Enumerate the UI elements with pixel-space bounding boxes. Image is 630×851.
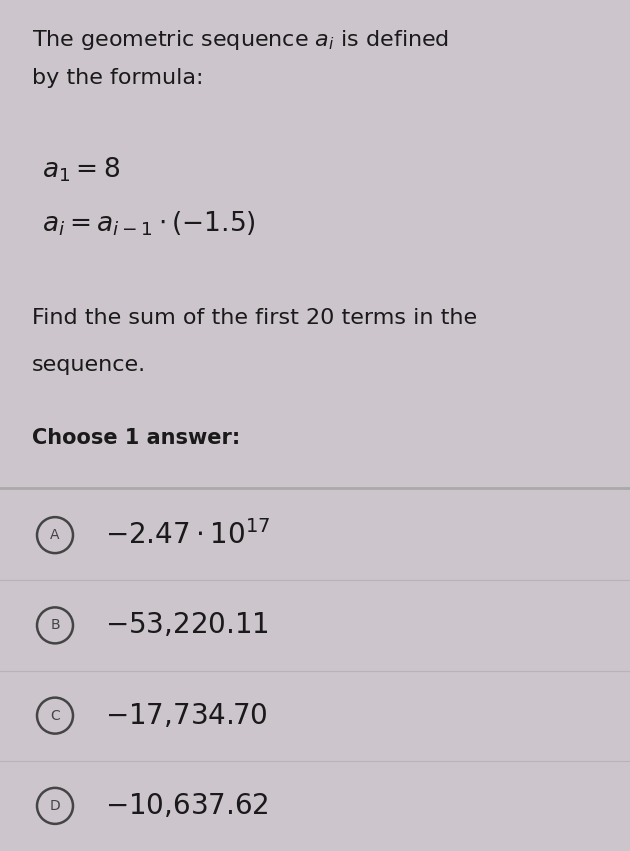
Text: C: C: [50, 709, 60, 722]
Text: A: A: [50, 528, 60, 542]
Text: $-17{,}734.70$: $-17{,}734.70$: [105, 701, 268, 729]
Text: $-10{,}637.62$: $-10{,}637.62$: [105, 792, 269, 820]
Text: The geometric sequence $a_i$ is defined: The geometric sequence $a_i$ is defined: [32, 28, 449, 52]
Text: $a_i = a_{i-1} \cdot (-1.5)$: $a_i = a_{i-1} \cdot (-1.5)$: [42, 210, 256, 238]
Text: Choose 1 answer:: Choose 1 answer:: [32, 428, 240, 448]
Text: $-53{,}220.11$: $-53{,}220.11$: [105, 611, 269, 639]
Text: $-2.47 \cdot 10^{17}$: $-2.47 \cdot 10^{17}$: [105, 520, 270, 550]
Text: sequence.: sequence.: [32, 355, 146, 375]
Text: by the formula:: by the formula:: [32, 68, 203, 88]
Text: Find the sum of the first 20 terms in the: Find the sum of the first 20 terms in th…: [32, 308, 477, 328]
Text: D: D: [50, 799, 60, 813]
Text: $a_1 = 8$: $a_1 = 8$: [42, 155, 120, 184]
Text: B: B: [50, 619, 60, 632]
